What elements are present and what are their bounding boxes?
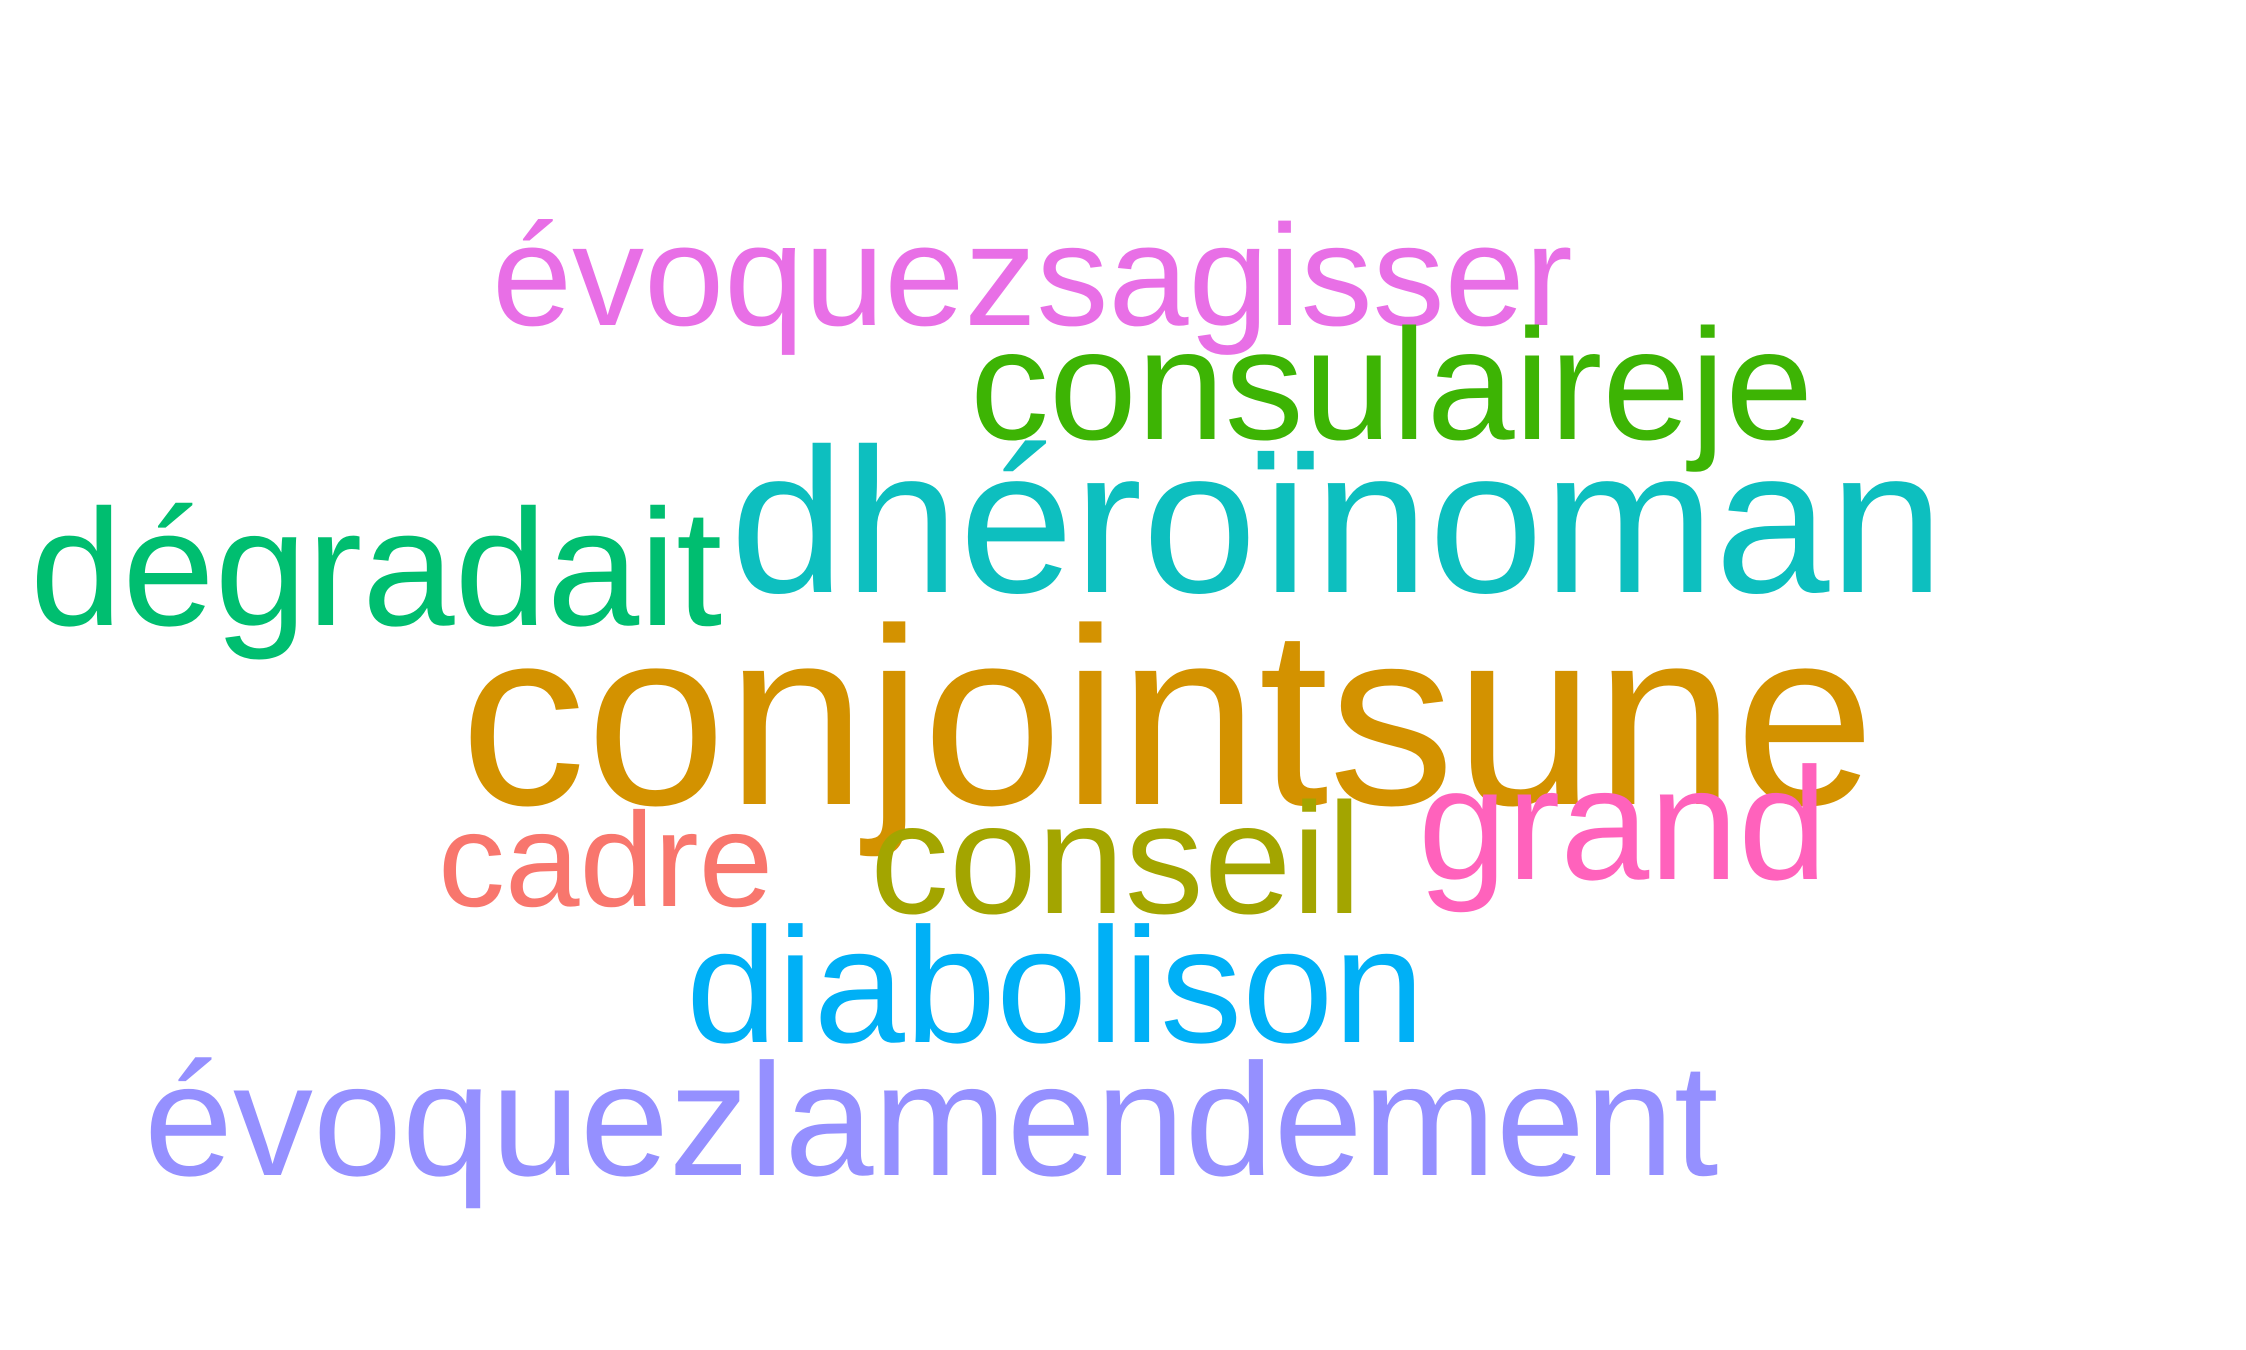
- word-evoquezlamendement: évoquezlamendement: [144, 1030, 1719, 1209]
- word-consulaireje: consulaireje: [970, 297, 1814, 473]
- word-conseil: conseil: [870, 771, 1362, 947]
- word-conjointsune: conjointsune: [460, 577, 1876, 858]
- word-dheroinoman: dhéroïnoman: [730, 406, 1944, 636]
- word-grand: grand: [1418, 734, 1828, 913]
- word-evoquezsagisser: évoquezsagisser: [492, 195, 1573, 356]
- word-diabolison: diabolison: [686, 894, 1425, 1077]
- word-cadre: cadre: [438, 786, 774, 935]
- word-degradait: dégradait: [30, 476, 723, 661]
